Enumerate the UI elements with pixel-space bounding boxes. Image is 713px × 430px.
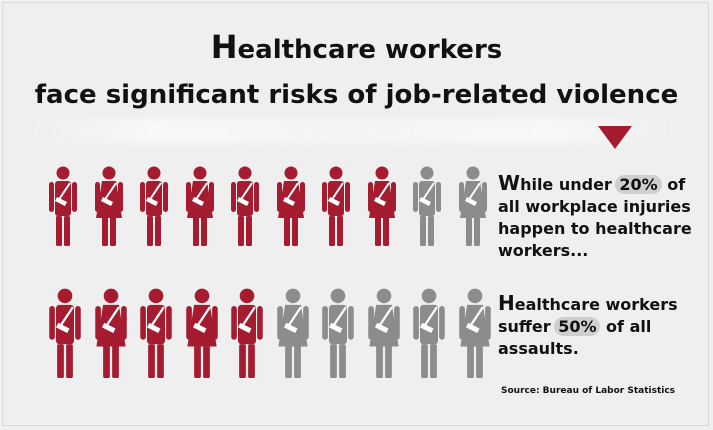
decorative-blur bbox=[20, 118, 680, 144]
person-icon-neutral bbox=[412, 164, 442, 248]
person-icon-highlighted bbox=[139, 288, 173, 378]
person-icon-highlighted bbox=[48, 288, 82, 378]
person-icon-neutral bbox=[321, 288, 355, 378]
title-line-2: face significant risks of job-related vi… bbox=[34, 80, 679, 110]
stat-assaults-highlight: 50% bbox=[554, 317, 601, 336]
person-icon-highlighted bbox=[139, 164, 169, 248]
title-initial: H bbox=[210, 28, 238, 66]
person-icon-neutral bbox=[458, 288, 492, 378]
stat-injuries-text-after: of all workplace injuries happen to heal… bbox=[498, 175, 692, 260]
person-icon-highlighted bbox=[94, 164, 124, 248]
stat-assaults: Healthcare workers suffer 50% of all ass… bbox=[498, 292, 698, 360]
stat-assaults-text-before: ealthcare workers suffer bbox=[498, 295, 678, 336]
down-arrow-icon bbox=[598, 126, 632, 149]
stat-assaults-text-after: of all assaults. bbox=[498, 317, 652, 358]
stat-injuries-initial: W bbox=[498, 171, 521, 195]
stat-injuries-text-before: hile under bbox=[520, 175, 618, 194]
person-icon-highlighted bbox=[48, 164, 78, 248]
title-line-1-text: ealthcare workers bbox=[237, 35, 503, 65]
person-icon-highlighted bbox=[230, 164, 260, 248]
person-icon-highlighted bbox=[185, 288, 219, 378]
source-note: Source: Bureau of Labor Statistics bbox=[501, 386, 676, 396]
title-line-1: Healthcare workers bbox=[0, 28, 713, 66]
person-icon-highlighted bbox=[94, 288, 128, 378]
stat-injuries-highlight: 20% bbox=[615, 175, 662, 194]
person-icon-neutral bbox=[367, 288, 401, 378]
person-icon-neutral bbox=[276, 288, 310, 378]
person-icon-neutral bbox=[458, 164, 488, 248]
stat-injuries: While under 20% of all workplace injurie… bbox=[498, 172, 698, 262]
person-icon-highlighted bbox=[321, 164, 351, 248]
stat-assaults-initial: H bbox=[498, 291, 515, 315]
person-icon-highlighted bbox=[230, 288, 264, 378]
person-icon-neutral bbox=[412, 288, 446, 378]
person-icon-highlighted bbox=[367, 164, 397, 248]
person-icon-highlighted bbox=[185, 164, 215, 248]
person-icon-highlighted bbox=[276, 164, 306, 248]
